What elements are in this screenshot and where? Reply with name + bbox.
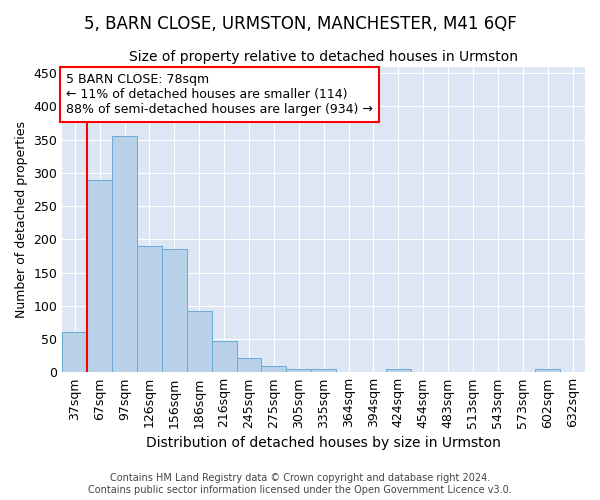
Bar — [262, 366, 286, 372]
Bar — [187, 311, 212, 372]
Bar — [212, 341, 236, 372]
Bar — [535, 369, 560, 372]
Text: 5, BARN CLOSE, URMSTON, MANCHESTER, M41 6QF: 5, BARN CLOSE, URMSTON, MANCHESTER, M41 … — [83, 15, 517, 33]
Bar — [236, 358, 262, 372]
Title: Size of property relative to detached houses in Urmston: Size of property relative to detached ho… — [129, 50, 518, 64]
Bar — [162, 250, 187, 372]
Text: 5 BARN CLOSE: 78sqm
← 11% of detached houses are smaller (114)
88% of semi-detac: 5 BARN CLOSE: 78sqm ← 11% of detached ho… — [66, 73, 373, 116]
Bar — [137, 246, 162, 372]
Bar — [112, 136, 137, 372]
Bar — [386, 369, 411, 372]
Bar — [62, 332, 87, 372]
Bar — [286, 369, 311, 372]
Bar — [87, 180, 112, 372]
Text: Contains HM Land Registry data © Crown copyright and database right 2024.
Contai: Contains HM Land Registry data © Crown c… — [88, 474, 512, 495]
X-axis label: Distribution of detached houses by size in Urmston: Distribution of detached houses by size … — [146, 436, 501, 450]
Bar — [311, 369, 336, 372]
Y-axis label: Number of detached properties: Number of detached properties — [15, 121, 28, 318]
